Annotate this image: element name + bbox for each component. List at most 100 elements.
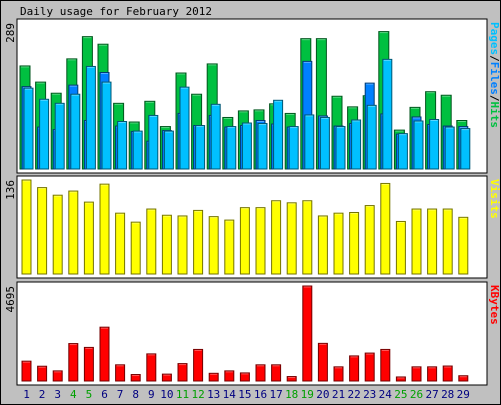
bar-pages-day-22-body — [351, 119, 362, 170]
bar-pages-day-29-body — [460, 128, 471, 170]
bar-visits-day-12 — [193, 209, 204, 275]
x-tick-label-day-17: 17 — [269, 388, 282, 401]
bar-kbytes-day-18-body — [286, 376, 297, 382]
panel-visits-frame — [16, 175, 488, 279]
bar-kbytes-day-8-body — [130, 374, 141, 382]
bar-pages-day-24 — [382, 58, 393, 170]
bar-kbytes-day-20 — [317, 342, 328, 382]
bar-kbytes-day-21-body — [333, 366, 344, 382]
bar-visits-day-2 — [37, 187, 48, 275]
legend-part: Visits — [488, 179, 501, 219]
bar-visits-day-13 — [208, 216, 219, 275]
bar-kbytes-day-10 — [161, 373, 172, 382]
bar-pages-day-5-body — [85, 65, 96, 170]
bar-pages-day-12-body — [195, 125, 206, 170]
bar-kbytes-day-14-body — [224, 370, 235, 382]
bar-pages-day-6 — [101, 81, 112, 170]
x-tick-label-day-21: 21 — [332, 388, 345, 401]
bar-kbytes-day-23-body — [364, 352, 375, 382]
bar-visits-day-20 — [317, 215, 328, 275]
bar-pages-day-3 — [54, 102, 65, 170]
bar-visits-day-7-body — [115, 212, 126, 275]
panel-kbytes: 4695 KBytes — [4, 281, 501, 386]
bar-visits-day-18 — [286, 202, 297, 275]
bar-visits-day-26 — [411, 208, 422, 275]
bar-pages-day-25-body — [397, 133, 408, 170]
bar-kbytes-day-20-body — [317, 342, 328, 382]
bar-pages-day-1-body — [23, 87, 34, 170]
legend-part: Hits — [488, 102, 501, 129]
bar-kbytes-day-17 — [271, 364, 282, 382]
panel-hits-files-pages-max-label: 289 — [4, 23, 17, 43]
bar-visits-day-16-body — [255, 207, 266, 275]
x-tick-label-day-7: 7 — [117, 388, 124, 401]
panel-kbytes-legend: KBytes — [488, 285, 501, 325]
bar-visits-day-14-body — [224, 219, 235, 275]
bar-pages-day-28-body — [444, 126, 455, 170]
legend-part: Pages — [488, 22, 501, 55]
x-tick-label-day-23: 23 — [363, 388, 376, 401]
bar-pages-day-5 — [85, 65, 96, 170]
bar-kbytes-day-22-body — [349, 355, 360, 382]
bar-visits-day-1-body — [21, 179, 32, 275]
x-tick-label-day-28: 28 — [441, 388, 454, 401]
bar-visits-day-27-body — [427, 208, 438, 275]
bar-kbytes-day-22 — [349, 355, 360, 382]
panel-kbytes-frame — [16, 281, 488, 386]
bar-pages-day-8-body — [132, 130, 143, 170]
bar-pages-day-9-body — [148, 114, 159, 170]
bar-pages-day-13-body — [210, 103, 221, 170]
bar-pages-day-14-body — [226, 126, 237, 170]
bar-visits-day-10 — [161, 214, 172, 275]
bar-kbytes-day-26-body — [411, 366, 422, 382]
bar-kbytes-day-13 — [208, 372, 219, 382]
bar-visits-day-11-body — [177, 215, 188, 275]
bar-kbytes-day-9 — [146, 353, 157, 382]
bar-pages-day-8 — [132, 130, 143, 170]
bar-pages-day-10-body — [163, 130, 174, 170]
panel-kbytes-bars — [21, 285, 469, 382]
panel-visits-bars — [21, 179, 469, 275]
bar-kbytes-day-4-body — [68, 343, 79, 382]
legend-part: / — [488, 55, 501, 62]
panel-hits-files-pages: 289 Pages/Files/Hits — [4, 18, 501, 174]
bar-pages-day-1 — [23, 87, 34, 170]
bar-pages-day-11-body — [179, 86, 190, 170]
bar-visits-day-18-body — [286, 202, 297, 275]
bar-visits-day-16 — [255, 207, 266, 275]
x-tick-label-day-14: 14 — [223, 388, 237, 401]
bar-visits-day-15-body — [239, 207, 250, 275]
bar-visits-day-19-body — [302, 200, 313, 275]
bar-kbytes-day-24-body — [380, 348, 391, 382]
bar-visits-day-8 — [130, 221, 141, 275]
x-tick-label-day-15: 15 — [238, 388, 251, 401]
panel-visits: 136 Visits — [4, 175, 501, 279]
bar-visits-day-14 — [224, 219, 235, 275]
bar-kbytes-day-5 — [83, 346, 94, 382]
bar-pages-day-24-body — [382, 58, 393, 170]
x-tick-label-day-10: 10 — [160, 388, 173, 401]
x-tick-label-day-22: 22 — [347, 388, 360, 401]
bar-pages-day-16-body — [257, 123, 268, 170]
bar-pages-day-21-body — [335, 126, 346, 170]
bar-kbytes-day-26 — [411, 366, 422, 382]
bar-kbytes-day-5-body — [83, 346, 94, 382]
bar-pages-day-27 — [429, 118, 440, 170]
bar-pages-day-18-body — [288, 126, 299, 170]
bar-pages-day-26 — [413, 120, 424, 170]
bar-kbytes-day-12 — [193, 348, 204, 382]
bar-visits-day-15 — [239, 207, 250, 275]
x-tick-label-day-20: 20 — [316, 388, 329, 401]
bar-visits-day-25-body — [395, 220, 406, 275]
bar-visits-day-1 — [21, 179, 32, 275]
bar-kbytes-day-18 — [286, 376, 297, 382]
bar-visits-day-12-body — [193, 209, 204, 275]
bar-kbytes-day-23 — [364, 352, 375, 382]
bar-pages-day-23 — [366, 104, 377, 170]
x-tick-label-day-24: 24 — [379, 388, 393, 401]
bar-pages-day-4-body — [70, 93, 81, 170]
bar-visits-day-13-body — [208, 216, 219, 275]
bar-kbytes-day-3 — [52, 370, 63, 382]
legend-part: / — [488, 95, 501, 102]
